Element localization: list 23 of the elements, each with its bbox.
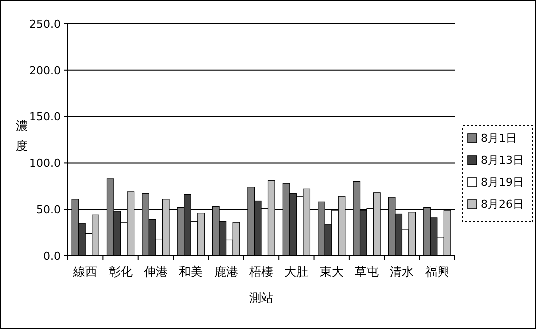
y-tick-label: 50.0 — [36, 203, 61, 216]
x-tick-label: 大肚 — [284, 265, 309, 279]
x-axis-title: 測站 — [250, 291, 274, 305]
legend-label: 8月1日 — [481, 132, 517, 145]
y-axis-title: 濃度 — [16, 119, 28, 153]
x-tick-label: 和美 — [179, 265, 204, 279]
y-tick-label: 100.0 — [30, 157, 61, 170]
x-tick-label: 草屯 — [355, 265, 380, 279]
x-tick-label: 清水 — [390, 265, 414, 279]
legend-label: 8月13日 — [481, 154, 524, 167]
legend-label: 8月19日 — [481, 176, 524, 189]
legend-label: 8月26日 — [481, 198, 524, 211]
y-tick-label: 200.0 — [30, 64, 61, 78]
x-tick-label: 伸港 — [142, 265, 168, 279]
x-tick-label: 福興 — [425, 265, 450, 279]
y-tick-label: 250.0 — [30, 18, 61, 31]
x-tick-label: 鹿港 — [214, 265, 238, 279]
y-tick-label: 150.0 — [30, 110, 61, 124]
x-tick-label: 彰化 — [108, 265, 133, 279]
x-tick-label: 東大 — [320, 265, 344, 279]
x-tick-label: 梧棲 — [248, 265, 274, 279]
y-tick-label: 0.0 — [44, 250, 61, 263]
x-tick-label: 線西 — [72, 265, 98, 279]
